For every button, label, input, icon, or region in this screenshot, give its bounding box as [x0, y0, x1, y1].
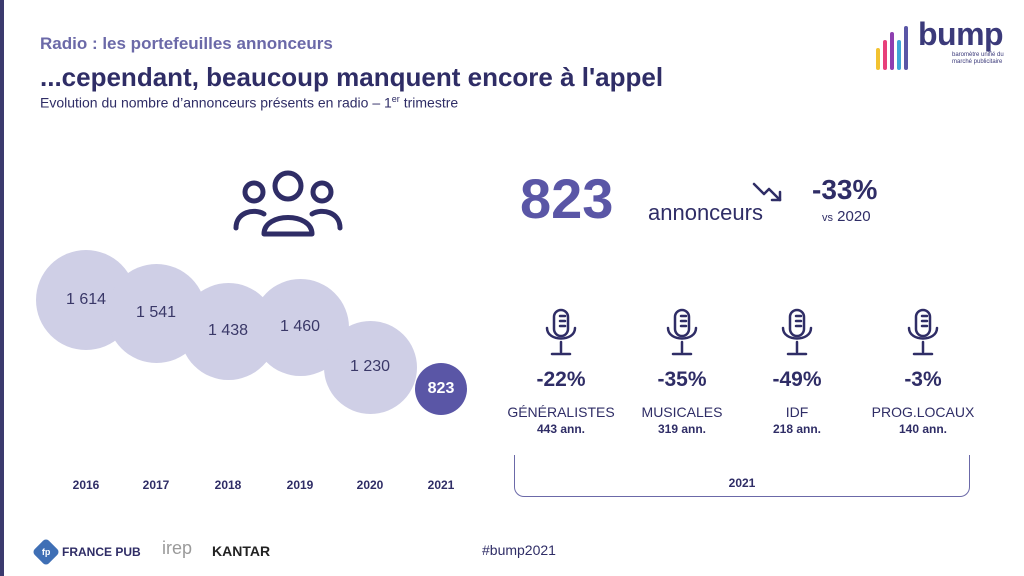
- category-name: MUSICALES: [641, 404, 723, 420]
- microphone-icon: [545, 308, 577, 356]
- category-change: -3%: [904, 368, 942, 391]
- subtitle-superscript: er: [391, 94, 400, 104]
- logo-bar: [876, 48, 880, 70]
- year-label-2020: 2020: [356, 478, 384, 492]
- logo-bar: [904, 26, 908, 70]
- microphone-icon: [781, 308, 813, 356]
- category-column: -35% MUSICALES 319 ann.: [612, 308, 752, 436]
- section-label: Radio : les portefeuilles annonceurs: [40, 34, 333, 53]
- total-advertisers-unit: annonceurs: [648, 200, 763, 225]
- category-change: -49%: [772, 368, 822, 391]
- year-label-2018: 2018: [214, 478, 242, 492]
- kantar-logo: KANTAR: [212, 543, 271, 559]
- category-column: -22% GÉNÉRALISTES 443 ann.: [491, 308, 631, 436]
- categories-bracket: [514, 455, 970, 497]
- page-subtitle: Evolution du nombre d’annonceurs présent…: [40, 94, 458, 111]
- category-count: 140 ann.: [898, 422, 948, 436]
- category-name: IDF: [785, 404, 809, 420]
- category-change: -35%: [657, 368, 707, 391]
- category-change: -22%: [536, 368, 586, 391]
- bubble-2020: 1 230: [323, 320, 417, 414]
- bump-logo-word: bump: [918, 16, 1004, 52]
- category-column: -3% PROG.LOCAUX 140 ann.: [853, 308, 993, 436]
- total-advertisers: 823: [520, 167, 614, 230]
- year-label-2016: 2016: [72, 478, 100, 492]
- subtitle-suffix: trimestre: [399, 94, 459, 111]
- vs-label: vs: [822, 212, 833, 224]
- page-title: ...cependant, beaucoup manquent encore à…: [40, 62, 664, 92]
- total-change: -33%: [812, 174, 878, 205]
- france-pub-text: FRANCE PUB: [62, 545, 141, 559]
- logo-bar: [883, 40, 887, 70]
- category-count: 443 ann.: [536, 422, 586, 436]
- irep-logo: irep: [162, 538, 193, 558]
- trend-down-icon: [752, 182, 782, 202]
- bump-logo-tagline: baromètre unifié du marché publicitaire: [952, 52, 1004, 65]
- subtitle-prefix: Evolution du nombre d’annonceurs présent…: [40, 94, 392, 111]
- logo-bar: [897, 40, 901, 70]
- microphone-icon: [907, 308, 939, 356]
- category-column: -49% IDF 218 ann.: [727, 308, 867, 436]
- logo-bar: [890, 32, 894, 70]
- hashtag: #bump2021: [482, 542, 556, 558]
- bump-logo: bump baromètre unifié du marché publicit…: [870, 16, 1015, 76]
- bubble-2021: 823: [415, 363, 467, 415]
- bump-logo-bars: [876, 26, 908, 70]
- microphone-icon: [666, 308, 698, 356]
- people-group-icon: [233, 170, 343, 237]
- vs-year: 2020: [837, 208, 871, 225]
- categories-year: 2021: [728, 476, 756, 490]
- year-label-2017: 2017: [142, 478, 170, 492]
- comparison-year: vs 2020: [822, 208, 871, 225]
- france-pub-mark: fp: [31, 537, 61, 567]
- category-name: GÉNÉRALISTES: [507, 404, 615, 420]
- category-count: 319 ann.: [657, 422, 707, 436]
- category-name: PROG.LOCAUX: [871, 404, 975, 420]
- year-label-2021: 2021: [427, 478, 455, 492]
- year-label-2019: 2019: [286, 478, 314, 492]
- left-accent-rule: [0, 0, 4, 576]
- france-pub-logo: fp FRANCE PUB: [31, 537, 141, 567]
- category-count: 218 ann.: [772, 422, 822, 436]
